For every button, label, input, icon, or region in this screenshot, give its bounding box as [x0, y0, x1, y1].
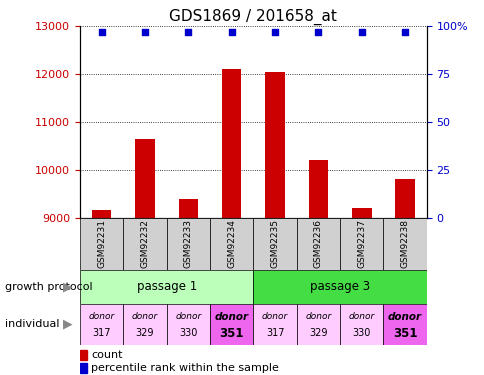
Text: GSM92235: GSM92235 [270, 219, 279, 268]
FancyBboxPatch shape [339, 217, 383, 270]
Point [357, 29, 365, 35]
Text: GSM92234: GSM92234 [227, 219, 236, 268]
FancyBboxPatch shape [253, 304, 296, 345]
Bar [178, 200, 198, 217]
Bar [135, 139, 154, 218]
Point [271, 29, 278, 35]
FancyBboxPatch shape [80, 217, 123, 270]
Text: 351: 351 [392, 327, 417, 340]
FancyBboxPatch shape [80, 304, 123, 345]
Bar [308, 160, 328, 218]
FancyBboxPatch shape [253, 217, 296, 270]
Text: 330: 330 [352, 328, 370, 339]
Text: donor: donor [387, 312, 421, 322]
Text: donor: donor [214, 312, 248, 322]
FancyBboxPatch shape [253, 270, 426, 304]
FancyBboxPatch shape [296, 217, 339, 270]
Text: growth protocol: growth protocol [5, 282, 92, 292]
Text: ▶: ▶ [63, 280, 73, 293]
Text: donor: donor [348, 312, 374, 321]
Text: GSM92231: GSM92231 [97, 219, 106, 268]
Text: ▶: ▶ [63, 318, 73, 331]
Text: 329: 329 [136, 328, 154, 339]
Point [314, 29, 322, 35]
Point [400, 29, 408, 35]
Point [98, 29, 106, 35]
Text: 351: 351 [219, 327, 243, 340]
FancyBboxPatch shape [383, 217, 426, 270]
FancyBboxPatch shape [296, 304, 339, 345]
Bar [222, 69, 241, 218]
Text: donor: donor [89, 312, 115, 321]
Text: donor: donor [305, 312, 331, 321]
Text: donor: donor [261, 312, 287, 321]
FancyBboxPatch shape [80, 270, 253, 304]
Text: percentile rank within the sample: percentile rank within the sample [91, 363, 278, 373]
Text: GSM92232: GSM92232 [140, 219, 149, 268]
Text: passage 1: passage 1 [136, 280, 197, 293]
Text: individual: individual [5, 320, 59, 329]
Text: 317: 317 [265, 328, 284, 339]
Text: GSM92237: GSM92237 [357, 219, 365, 268]
Bar [394, 179, 414, 218]
FancyBboxPatch shape [123, 304, 166, 345]
FancyBboxPatch shape [210, 304, 253, 345]
Point [227, 29, 235, 35]
Text: passage 3: passage 3 [309, 280, 369, 293]
Title: GDS1869 / 201658_at: GDS1869 / 201658_at [169, 9, 337, 25]
Bar [351, 208, 371, 218]
Text: GSM92233: GSM92233 [183, 219, 193, 268]
Point [184, 29, 192, 35]
Bar [80, 363, 87, 373]
Text: 329: 329 [308, 328, 327, 339]
Text: 317: 317 [92, 328, 111, 339]
FancyBboxPatch shape [210, 217, 253, 270]
FancyBboxPatch shape [383, 304, 426, 345]
Text: GSM92236: GSM92236 [313, 219, 322, 268]
FancyBboxPatch shape [123, 217, 166, 270]
Text: GSM92238: GSM92238 [400, 219, 409, 268]
Text: 330: 330 [179, 328, 197, 339]
Text: donor: donor [175, 312, 201, 321]
FancyBboxPatch shape [166, 217, 210, 270]
Bar [80, 350, 87, 360]
FancyBboxPatch shape [166, 304, 210, 345]
Text: count: count [91, 350, 122, 360]
Bar [92, 210, 111, 218]
FancyBboxPatch shape [339, 304, 383, 345]
Bar [265, 72, 284, 217]
Point [141, 29, 149, 35]
Text: donor: donor [132, 312, 158, 321]
